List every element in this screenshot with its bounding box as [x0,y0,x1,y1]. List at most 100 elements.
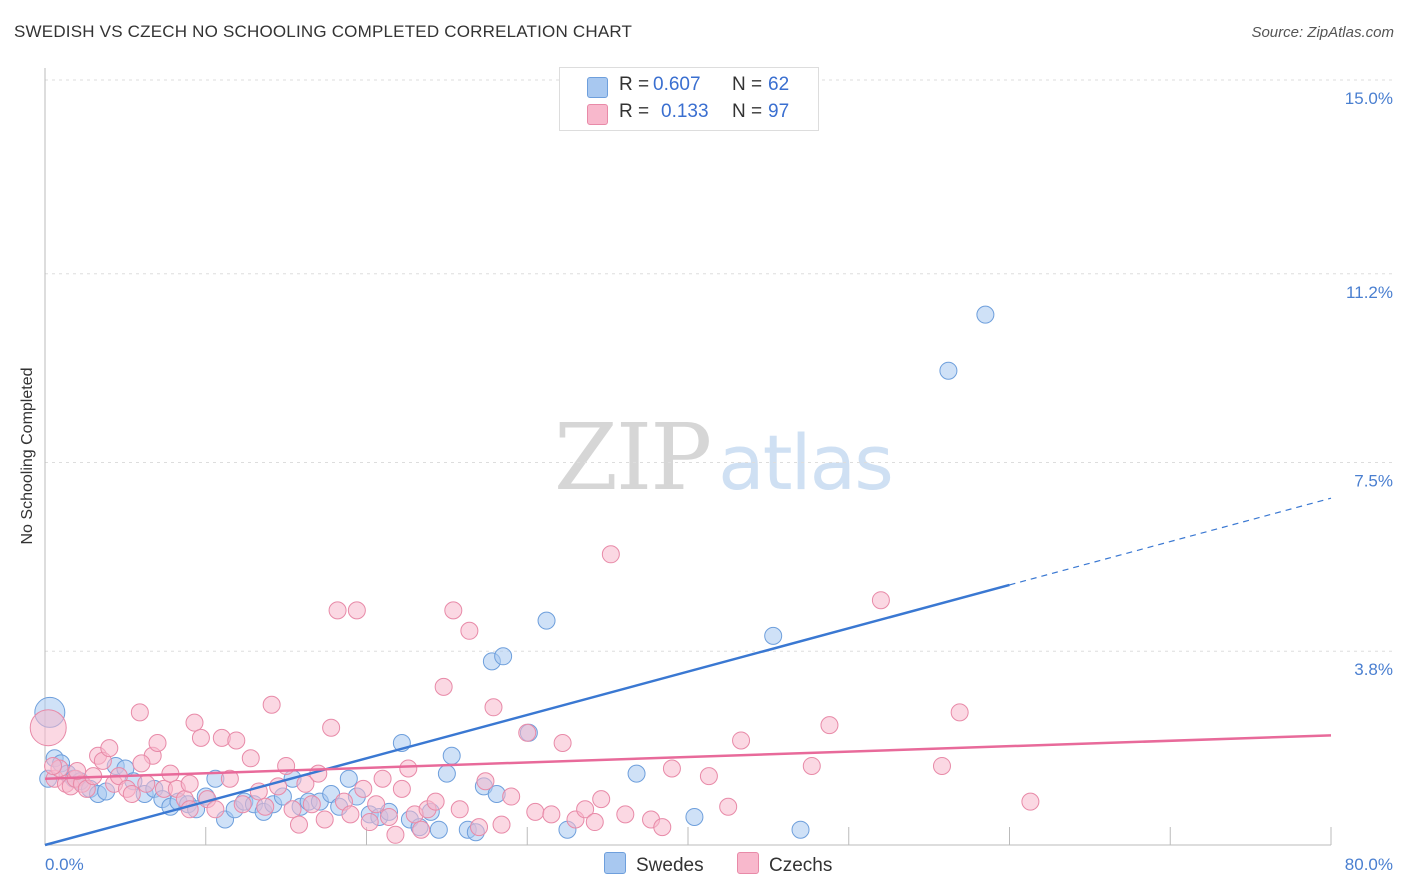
point-czechs [662,759,681,778]
point-czechs [256,797,275,816]
point-czechs [180,774,199,793]
point-swedes [339,769,358,788]
legend-r-value: 0.607 [653,74,701,95]
point-czechs [518,723,537,742]
point-czechs [450,800,469,819]
point-czechs [380,807,399,826]
point-czechs [444,601,463,620]
trendline-extension-swedes [1009,497,1332,586]
point-czechs [592,790,611,809]
point-czechs [68,762,87,781]
legend-n-label: N = [732,101,763,122]
point-czechs [241,749,260,768]
point-czechs [233,795,252,814]
point-czechs [122,785,141,803]
point-czechs [386,825,405,844]
point-czechs [354,779,373,798]
point-czechs [434,677,453,696]
point-czechs [392,779,411,798]
point-czechs [206,800,225,819]
point-czechs [148,734,167,752]
point-czechs [137,774,156,793]
point-czechs [426,792,445,811]
point-czechs [616,805,635,824]
point-czechs [950,703,969,722]
point-czechs [262,695,281,714]
point-swedes [437,764,456,783]
point-czechs [185,713,204,732]
source-label: Source: ZipAtlas.com [1251,24,1394,41]
bottom-legend-swatch-swedes [604,852,626,874]
point-swedes [442,746,461,765]
point-czechs [526,802,545,821]
point-czechs [460,621,479,640]
chart-title: SWEDISH VS CZECH NO SCHOOLING COMPLETED … [14,22,633,41]
watermark-zip: ZIP [554,404,712,511]
point-czechs [360,813,379,832]
point-czechs [100,739,119,758]
trendline-swedes [44,583,1010,847]
point-czechs [542,805,561,824]
point-swedes [764,626,783,645]
point-swedes [537,611,556,630]
point-czechs [553,734,572,752]
point-czechs [585,813,604,832]
legend-n-value: 62 [768,74,790,95]
point-czechs [341,805,360,824]
point-czechs [732,731,751,750]
bottom-legend-label-czechs: Czechs [769,855,833,876]
point-czechs [289,815,308,834]
point-swedes [791,820,810,839]
legend-r-label: R = [619,101,650,122]
bottom-legend-swatch-czechs [737,852,759,874]
point-czechs [347,601,366,620]
point-czechs [802,756,821,775]
point-czechs [1021,792,1040,811]
legend-r-value: 0.133 [661,101,709,122]
trendline-czechs [44,734,1332,780]
legend-n-value: 97 [768,101,790,122]
point-czechs [328,601,347,620]
legend-swatch-swedes [587,77,608,98]
y-tick-label: 11.2% [1346,283,1393,302]
point-swedes [429,820,448,839]
bottom-legend-label-swedes: Swedes [636,855,704,876]
point-czechs [44,756,63,775]
point-czechs [399,759,418,778]
point-czechs [576,800,595,819]
x-tick-label-min: 0.0% [45,855,84,874]
point-swedes [494,647,513,666]
point-swedes [939,361,958,380]
bottom-legend-swedes: Swedes [604,852,704,877]
point-czechs [130,703,149,722]
point-czechs [220,769,239,788]
point-czechs [302,795,321,814]
point-czechs [191,728,210,747]
point-czechs [601,545,620,564]
point-czechs [871,591,890,610]
point-swedes [685,807,704,826]
point-czechs [283,800,302,819]
y-tick-label: 3.8% [1354,660,1393,679]
bottom-legend-czechs: Czechs [737,852,832,877]
legend-r-label: R = [619,74,650,95]
point-czechs [476,772,495,791]
point-czechs [315,810,334,829]
point-czechs [29,709,67,747]
point-czechs [484,698,503,717]
point-czechs [412,820,431,839]
point-czechs [502,787,521,806]
stats-legend: R = 0.607 N = 62 R = 0.133 N = 97 [559,67,819,131]
point-czechs [932,756,951,775]
point-czechs [470,818,489,837]
x-tick-label-max: 80.0% [1345,855,1393,874]
point-czechs [492,815,511,834]
legend-n-label: N = [732,74,763,95]
point-czechs [322,718,341,737]
point-czechs [653,818,672,837]
point-czechs [719,797,738,816]
point-czechs [132,754,151,773]
point-czechs [699,767,718,786]
point-czechs [373,769,392,788]
